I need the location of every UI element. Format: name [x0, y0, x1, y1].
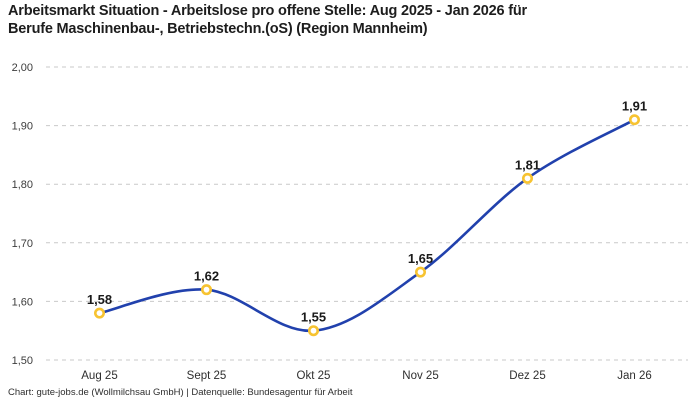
chart-title: Arbeitsmarkt Situation - Arbeitslose pro…	[8, 3, 688, 38]
data-point-label: 1,65	[408, 251, 433, 266]
data-point-label: 1,91	[622, 99, 647, 114]
data-point-label: 1,81	[515, 157, 540, 172]
y-tick-label: 1,60	[12, 296, 33, 308]
data-point-marker	[201, 284, 213, 296]
x-axis-label: Nov 25	[402, 370, 438, 382]
x-axis-label: Jan 26	[617, 370, 652, 382]
data-point-marker	[521, 172, 533, 184]
chart-title-line2: Berufe Maschinenbau-, Betriebstechn.(oS)…	[8, 20, 428, 37]
data-point-marker	[94, 307, 106, 319]
chart-source-caption: Chart: gute-jobs.de (Wollmilchsau GmbH) …	[8, 387, 353, 398]
data-point-label: 1,58	[87, 292, 112, 307]
y-tick-label: 1,70	[12, 238, 33, 250]
y-tick-label: 2,00	[12, 62, 33, 74]
chart-title-line1: Arbeitsmarkt Situation - Arbeitslose pro…	[8, 3, 527, 19]
x-axis-label: Sept 25	[187, 370, 227, 382]
series-line	[98, 118, 636, 333]
data-point-label: 1,62	[194, 269, 219, 284]
x-axis-label: Dez 25	[509, 370, 545, 382]
x-axis-label: Okt 25	[297, 370, 331, 382]
data-point-marker	[628, 114, 640, 126]
y-tick-label: 1,90	[12, 121, 33, 133]
y-tick-label: 1,80	[12, 179, 33, 191]
data-point-label: 1,55	[301, 310, 326, 325]
data-point-marker	[414, 266, 426, 278]
y-tick-label: 1,50	[12, 355, 33, 367]
data-point-marker	[307, 325, 319, 337]
x-axis-label: Aug 25	[81, 370, 117, 382]
